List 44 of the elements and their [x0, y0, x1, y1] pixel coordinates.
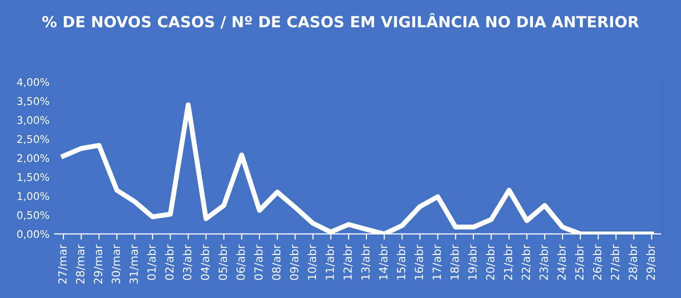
- x-tick-label: 22/abr: [521, 244, 531, 280]
- chart-title: % DE NOVOS CASOS / Nº DE CASOS EM VIGILÂNCIA NO DIA ANTERIOR: [42, 13, 639, 29]
- x-tick-label: 12/abr: [343, 244, 353, 280]
- x-tick-label: 11/abr: [325, 244, 335, 280]
- x-tick-label: 08/abr: [272, 244, 282, 280]
- x-tick-label: 27/mar: [58, 244, 68, 284]
- x-tick-label: 15/abr: [396, 244, 406, 280]
- y-tick-label: 3,00%: [17, 116, 50, 126]
- x-tick-label: 27/abr: [610, 244, 620, 280]
- x-tick-label: 26/abr: [592, 244, 602, 280]
- x-tick-label: 03/abr: [182, 244, 192, 280]
- x-tick-label: 29/abr: [646, 244, 656, 280]
- x-tick-label: 31/mar: [130, 244, 139, 284]
- x-tick-label: 28/abr: [628, 244, 638, 280]
- x-tick-label: 07/abr: [254, 244, 264, 280]
- x-tick-label: 09/abr: [290, 244, 300, 280]
- x-tick-label: 02/abr: [164, 244, 174, 280]
- y-tick-label: 0,00%: [17, 230, 50, 240]
- x-tick-label: 28/mar: [76, 244, 86, 284]
- x-tick-label: 30/mar: [112, 244, 121, 284]
- y-tick-label: 3,50%: [17, 97, 50, 106]
- x-tick-label: 21/abr: [504, 244, 514, 280]
- x-tick-label: 16/abr: [414, 244, 424, 280]
- y-tick-label: 1,00%: [18, 192, 50, 202]
- x-tick-label: 04/abr: [200, 244, 210, 280]
- x-tick-label: 14/abr: [378, 244, 388, 280]
- y-tick-label: 1,50%: [18, 173, 50, 182]
- x-tick-label: 01/abr: [147, 244, 157, 280]
- x-tick-label: 25/abr: [574, 244, 584, 280]
- x-tick-label: 23/abr: [539, 244, 549, 280]
- x-tick-label: 19/abr: [468, 244, 478, 280]
- x-tick-label: 17/abr: [432, 244, 442, 280]
- x-tick-label: 18/abr: [450, 244, 460, 280]
- x-tick-label: 20/abr: [486, 244, 496, 280]
- x-tick-label: 29/mar: [94, 244, 104, 284]
- x-tick-label: 13/abr: [361, 244, 371, 280]
- x-tick-label: 10/abr: [308, 244, 318, 280]
- x-tick-label: 24/abr: [557, 244, 567, 280]
- x-tick-label: 05/abr: [218, 244, 228, 280]
- y-tick-label: 4,00%: [17, 78, 50, 88]
- y-tick-label: 2,00%: [17, 154, 50, 164]
- x-tick-label: 06/abr: [236, 244, 246, 280]
- y-tick-label: 2,50%: [17, 135, 50, 144]
- y-tick-label: 0,50%: [17, 211, 50, 220]
